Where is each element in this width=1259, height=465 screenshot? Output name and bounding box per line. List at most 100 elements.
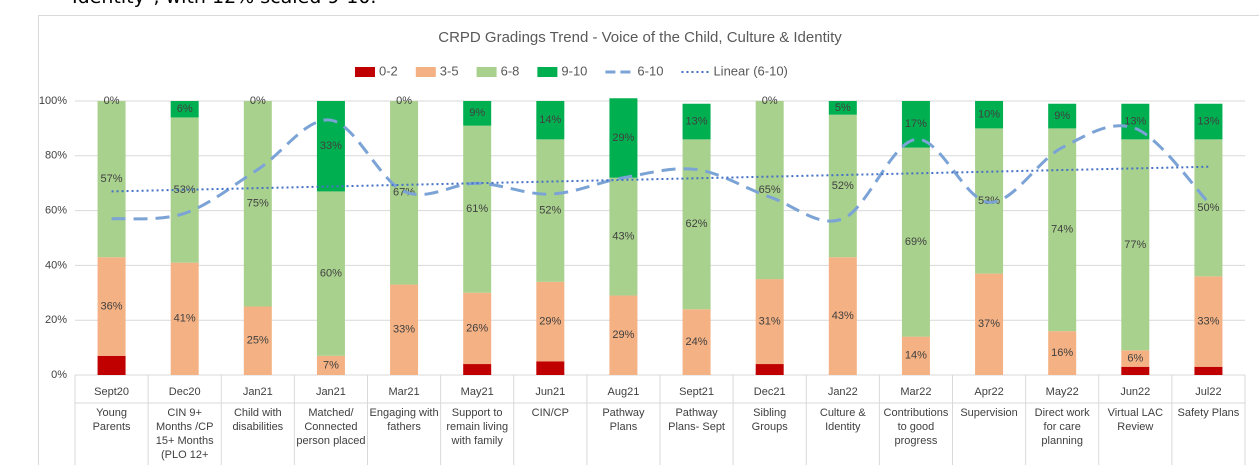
bar-segment (97, 355, 126, 375)
data-label: 10% (978, 109, 1000, 121)
data-label: 69% (905, 236, 927, 248)
bar-segment (536, 281, 565, 362)
bar-segment (243, 306, 272, 375)
bar-segment (609, 98, 638, 178)
data-label: 41% (174, 313, 196, 325)
data-label: 14% (539, 114, 561, 126)
bar-segment (536, 139, 565, 282)
bar-segment (1121, 366, 1150, 375)
bar-segment (828, 257, 857, 375)
y-tick-label: 20% (45, 314, 67, 326)
data-label: 33% (1197, 315, 1219, 327)
category-name: CIN 9+ Months /CP 15+ Months (PLO 12+ (155, 407, 214, 461)
data-label: 57% (101, 173, 123, 185)
bar-segment (682, 103, 711, 140)
data-label: 7% (323, 359, 339, 371)
bar-segment (828, 114, 857, 258)
data-label: 0% (762, 95, 778, 107)
data-label: 13% (1197, 115, 1219, 127)
legend-swatch (355, 67, 375, 77)
bar-segment (682, 309, 711, 375)
bar-segment (609, 177, 638, 296)
bar-segment (316, 191, 345, 356)
bar-segment (97, 101, 126, 258)
bar-segment (1048, 128, 1077, 332)
y-tick-label: 60% (45, 205, 67, 217)
data-label: 5% (835, 102, 851, 114)
data-label: 6% (177, 103, 193, 115)
bar-segment (1194, 139, 1223, 277)
bar-segment (755, 364, 784, 375)
x-tick-label: Mar22 (900, 386, 931, 398)
category-name: Pathway Plans (602, 407, 645, 433)
y-tick-label: 80% (45, 150, 67, 162)
legend-label: 3-5 (440, 63, 459, 78)
data-label: 25% (247, 335, 269, 347)
data-label: 16% (1051, 347, 1073, 359)
legend-label: 9-10 (561, 63, 587, 78)
x-tick-label: Jan21 (243, 386, 273, 398)
data-label: 43% (612, 231, 634, 243)
x-tick-label: Jul22 (1195, 386, 1221, 398)
bar-segment (170, 117, 199, 263)
data-label: 33% (393, 324, 415, 336)
data-label: 62% (686, 218, 708, 230)
x-tick-label: Jan21 (316, 386, 346, 398)
x-tick-label: Apr22 (974, 386, 1003, 398)
data-label: 0% (104, 95, 120, 107)
bar-segment (1194, 276, 1223, 367)
data-label: 75% (247, 198, 269, 210)
data-label: 0% (250, 95, 266, 107)
data-label: 9% (469, 107, 485, 119)
bar-segment (243, 101, 272, 307)
bar-segment (536, 101, 565, 140)
legend-label: 6-10 (637, 63, 663, 78)
category-name: Engaging with fathers (369, 407, 439, 433)
category-name: Child with disabilities (232, 407, 284, 433)
data-label: 26% (466, 322, 488, 334)
x-tick-label: Jan22 (828, 386, 858, 398)
bar-segment (536, 361, 565, 375)
bar-segment (1194, 103, 1223, 140)
bar-segment (1121, 139, 1150, 351)
bar-segment (390, 284, 419, 375)
x-tick-label: Mar21 (388, 386, 419, 398)
bar-segment (463, 292, 492, 365)
category-name: Contributions to good progress (883, 407, 949, 447)
category-name: Culture & Identity (819, 407, 866, 433)
bar-segment (1194, 366, 1223, 375)
bar-segment (316, 355, 345, 375)
bar-segment (609, 295, 638, 375)
data-label: 65% (759, 184, 781, 196)
category-name: Pathway Plans- Sept (668, 407, 725, 433)
y-tick-label: 0% (51, 369, 67, 381)
bar-segment (755, 101, 784, 280)
x-tick-label: Aug21 (608, 386, 640, 398)
data-label: 53% (174, 184, 196, 196)
data-label: 9% (1054, 110, 1070, 122)
data-label: 24% (686, 336, 708, 348)
x-tick-label: Jun22 (1120, 386, 1150, 398)
y-tick-label: 100% (39, 95, 67, 107)
x-tick-label: May21 (461, 386, 494, 398)
bar-segment (463, 364, 492, 375)
legend-swatch (476, 67, 497, 77)
data-label: 13% (1124, 115, 1146, 127)
bar-segment (170, 101, 199, 118)
data-label: 17% (905, 118, 927, 130)
trend-line (111, 118, 1210, 223)
data-label: 74% (1051, 224, 1073, 236)
legend-label: 6-8 (501, 63, 520, 78)
data-label: 29% (539, 315, 561, 327)
bar-segment (463, 101, 492, 126)
bar-segment (97, 257, 126, 356)
chart-title: CRPD Gradings Trend - Voice of the Child… (438, 29, 842, 46)
data-label: 37% (978, 318, 1000, 330)
data-label: 77% (1124, 239, 1146, 251)
bar-segment (828, 101, 857, 115)
x-tick-label: Dec20 (169, 386, 201, 398)
bar-segment (901, 147, 930, 337)
x-tick-label: Dec21 (754, 386, 786, 398)
